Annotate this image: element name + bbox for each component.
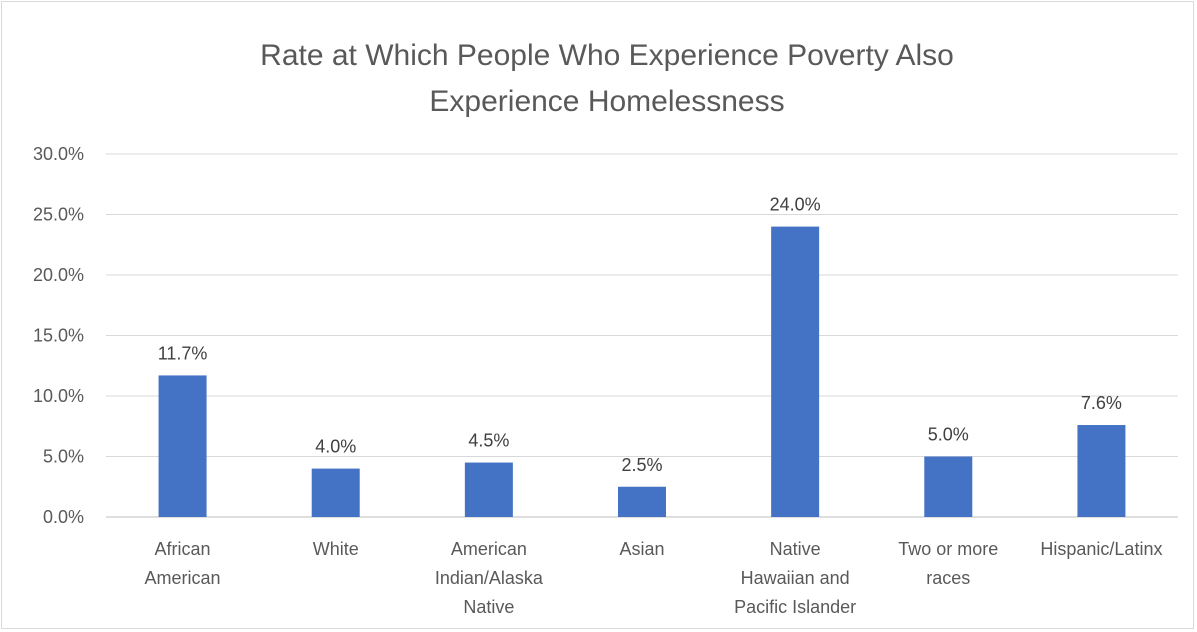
category-label-line: Hawaiian and: [741, 568, 850, 588]
category-label-line: races: [926, 568, 970, 588]
data-label: 5.0%: [928, 425, 969, 445]
category-label: Native Hawaiian and Pacific Islander: [734, 539, 856, 617]
chart-title-line-2: Experience Homelessness: [429, 85, 784, 118]
data-label: 4.0%: [315, 437, 356, 457]
y-axis-tick-labels: 0.0% 5.0% 10.0% 15.0% 20.0% 25.0% 30.0%: [33, 144, 84, 527]
data-label: 4.5%: [468, 431, 509, 451]
category-label-line: Indian/Alaska: [435, 568, 544, 588]
bar-3: [618, 486, 666, 517]
category-label-line: American: [145, 568, 221, 588]
category-label-line: Native: [770, 539, 821, 559]
data-label: 24.0%: [770, 195, 821, 215]
bar-1: [311, 468, 360, 517]
y-tick-label: 0.0%: [43, 507, 84, 527]
y-tick-label: 15.0%: [33, 326, 84, 346]
data-label: 7.6%: [1081, 393, 1122, 413]
category-label: Two or more races: [898, 539, 998, 588]
data-label: 11.7%: [158, 343, 208, 363]
bars: [158, 226, 1126, 517]
category-label-line: Pacific Islander: [734, 597, 856, 617]
chart-title: Rate at Which People Who Experience Pove…: [260, 39, 954, 118]
category-label-line: Two or more: [898, 539, 998, 559]
gridlines: [106, 153, 1178, 518]
category-label-line: Asian: [619, 539, 664, 559]
category-label-line: American: [451, 539, 527, 559]
y-tick-label: 30.0%: [33, 144, 84, 164]
bar-0: [158, 375, 207, 517]
bar-4: [771, 226, 820, 517]
category-label-line: Hispanic/Latinx: [1040, 539, 1162, 559]
category-label-line: White: [313, 539, 359, 559]
y-tick-label: 25.0%: [33, 205, 84, 225]
category-label: Asian: [619, 539, 664, 559]
category-label: Hispanic/Latinx: [1040, 539, 1162, 559]
category-label: American Indian/Alaska Native: [435, 539, 544, 617]
chart-title-line-1: Rate at Which People Who Experience Pove…: [260, 39, 954, 72]
category-label: White: [313, 539, 359, 559]
category-label-line: African: [155, 539, 211, 559]
y-tick-label: 20.0%: [33, 265, 84, 285]
category-label: African American: [145, 539, 221, 588]
data-labels: 11.7% 4.0% 4.5% 2.5% 24.0% 5.0% 7.6%: [158, 195, 1122, 475]
category-label-line: Native: [463, 597, 514, 617]
data-label: 2.5%: [621, 455, 662, 475]
bar-6: [1077, 425, 1126, 517]
y-tick-label: 5.0%: [43, 447, 84, 467]
y-tick-label: 10.0%: [33, 386, 84, 406]
bar-2: [464, 462, 513, 517]
x-axis-category-labels: African American White American Indian/Alask…: [145, 539, 1163, 617]
bar-5: [924, 456, 973, 517]
